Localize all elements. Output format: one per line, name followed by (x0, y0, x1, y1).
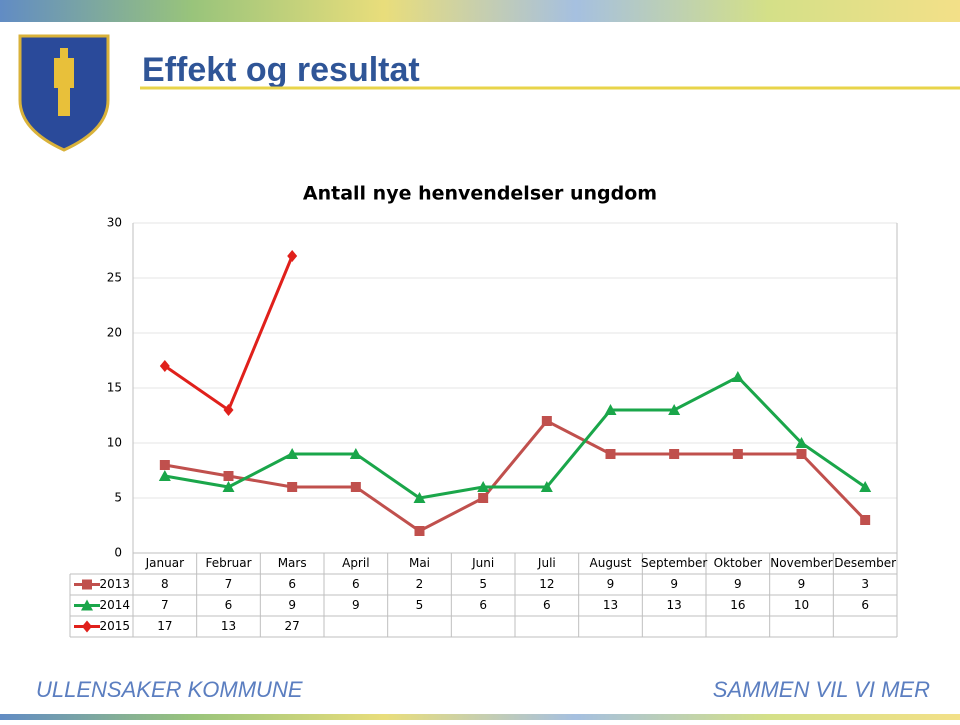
table-value: 16 (730, 598, 745, 612)
x-tick-label: Mai (409, 556, 430, 570)
marker (159, 360, 170, 372)
legend-marker (81, 599, 93, 611)
marker (477, 481, 490, 492)
legend-label: 2015 (99, 619, 130, 633)
legend-label: 2013 (99, 577, 130, 591)
marker (605, 449, 616, 459)
marker (860, 515, 871, 525)
series-line (164, 375, 867, 500)
x-tick-label: Februar (205, 556, 251, 570)
table-value: 2 (416, 577, 424, 591)
marker (796, 449, 807, 459)
table-value: 6 (352, 577, 360, 591)
x-tick-label: August (590, 556, 632, 570)
marker (223, 404, 234, 416)
legend-label: 2014 (99, 598, 130, 612)
marker (604, 404, 617, 415)
legend-marker (82, 579, 92, 590)
footer-left: ULLENSAKER KOMMUNE (36, 677, 303, 702)
x-tick-label: Desember (834, 556, 896, 570)
marker (222, 481, 235, 492)
marker (859, 481, 872, 492)
crest-figure (54, 48, 74, 116)
table-value: 5 (416, 598, 424, 612)
table-value: 13 (603, 598, 618, 612)
marker (159, 460, 170, 470)
table-value: 7 (161, 598, 169, 612)
x-tick-label: Mars (278, 556, 307, 570)
table-value: 17 (157, 619, 172, 633)
marker (349, 448, 362, 459)
legend-marker (82, 620, 92, 633)
table-value: 8 (161, 577, 169, 591)
marker (350, 482, 361, 492)
marker (287, 482, 298, 492)
table-value: 27 (285, 619, 300, 633)
table-value: 13 (221, 619, 236, 633)
marker (668, 404, 681, 415)
marker (541, 416, 552, 426)
x-tick-label: Juli (537, 556, 556, 570)
marker (540, 481, 553, 492)
marker (669, 449, 680, 459)
marker (158, 470, 171, 481)
y-tick-label: 5 (114, 491, 122, 505)
table-value: 6 (479, 598, 487, 612)
marker (731, 371, 744, 382)
table-value: 9 (607, 577, 615, 591)
marker (286, 448, 299, 459)
table-value: 9 (734, 577, 742, 591)
marker (732, 449, 743, 459)
y-tick-label: 25 (107, 271, 122, 285)
table-value: 3 (861, 577, 869, 591)
table-value: 5 (479, 577, 487, 591)
table-value: 6 (543, 598, 551, 612)
table-value: 9 (352, 598, 360, 612)
table-value: 9 (288, 598, 296, 612)
table-value: 10 (794, 598, 809, 612)
marker (223, 471, 234, 481)
table-value: 9 (798, 577, 806, 591)
table-value: 9 (670, 577, 678, 591)
y-tick-label: 30 (107, 216, 122, 230)
x-tick-label: Juni (471, 556, 494, 570)
table-value: 7 (225, 577, 233, 591)
series-line (164, 419, 867, 533)
x-tick-label: September (641, 556, 707, 570)
y-tick-label: 20 (107, 326, 122, 340)
marker (413, 492, 426, 503)
marker (287, 250, 298, 262)
chart-title: Antall nye henvendelser ungdom (303, 183, 657, 205)
y-tick-label: 10 (107, 436, 122, 450)
marker (795, 437, 808, 448)
footer-right: SAMMEN VIL VI MER (713, 677, 930, 702)
marker (478, 493, 489, 503)
x-tick-label: April (342, 556, 369, 570)
table-value: 6 (225, 598, 233, 612)
slide-title: Effekt og resultat (142, 51, 420, 89)
x-tick-label: Januar (145, 556, 184, 570)
y-tick-label: 15 (107, 381, 122, 395)
marker (414, 526, 425, 536)
x-tick-label: November (770, 556, 832, 570)
bottom-banner (0, 714, 960, 720)
table-value: 6 (861, 598, 869, 612)
top-banner (0, 0, 960, 22)
table-value: 12 (539, 577, 554, 591)
x-tick-label: Oktober (714, 556, 762, 570)
table-value: 6 (288, 577, 296, 591)
table-value: 13 (667, 598, 682, 612)
y-tick-label: 0 (114, 546, 122, 560)
